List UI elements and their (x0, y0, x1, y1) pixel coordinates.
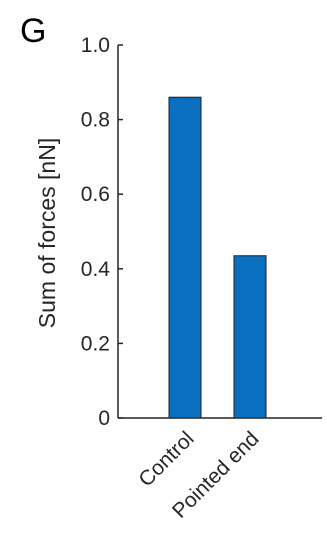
bar-control (168, 96, 202, 419)
panel-label: G (20, 12, 46, 50)
y-tick-label: 1.0 (81, 34, 110, 57)
y-tick-label: 0 (98, 407, 110, 430)
y-tick-label: 0.8 (81, 109, 110, 132)
y-tick-label: 0.2 (81, 332, 110, 355)
y-tick-label: 0.6 (81, 183, 110, 206)
y-axis: 0 0.2 0.4 0.6 0.8 1.0 (81, 34, 123, 430)
y-tick-label: 0.4 (81, 258, 111, 281)
bars (168, 96, 267, 419)
x-tick-label: Control (134, 427, 198, 491)
y-axis-label: Sum of forces [nN] (34, 138, 60, 328)
x-axis (118, 413, 322, 419)
bar-pointed-end (233, 255, 267, 419)
